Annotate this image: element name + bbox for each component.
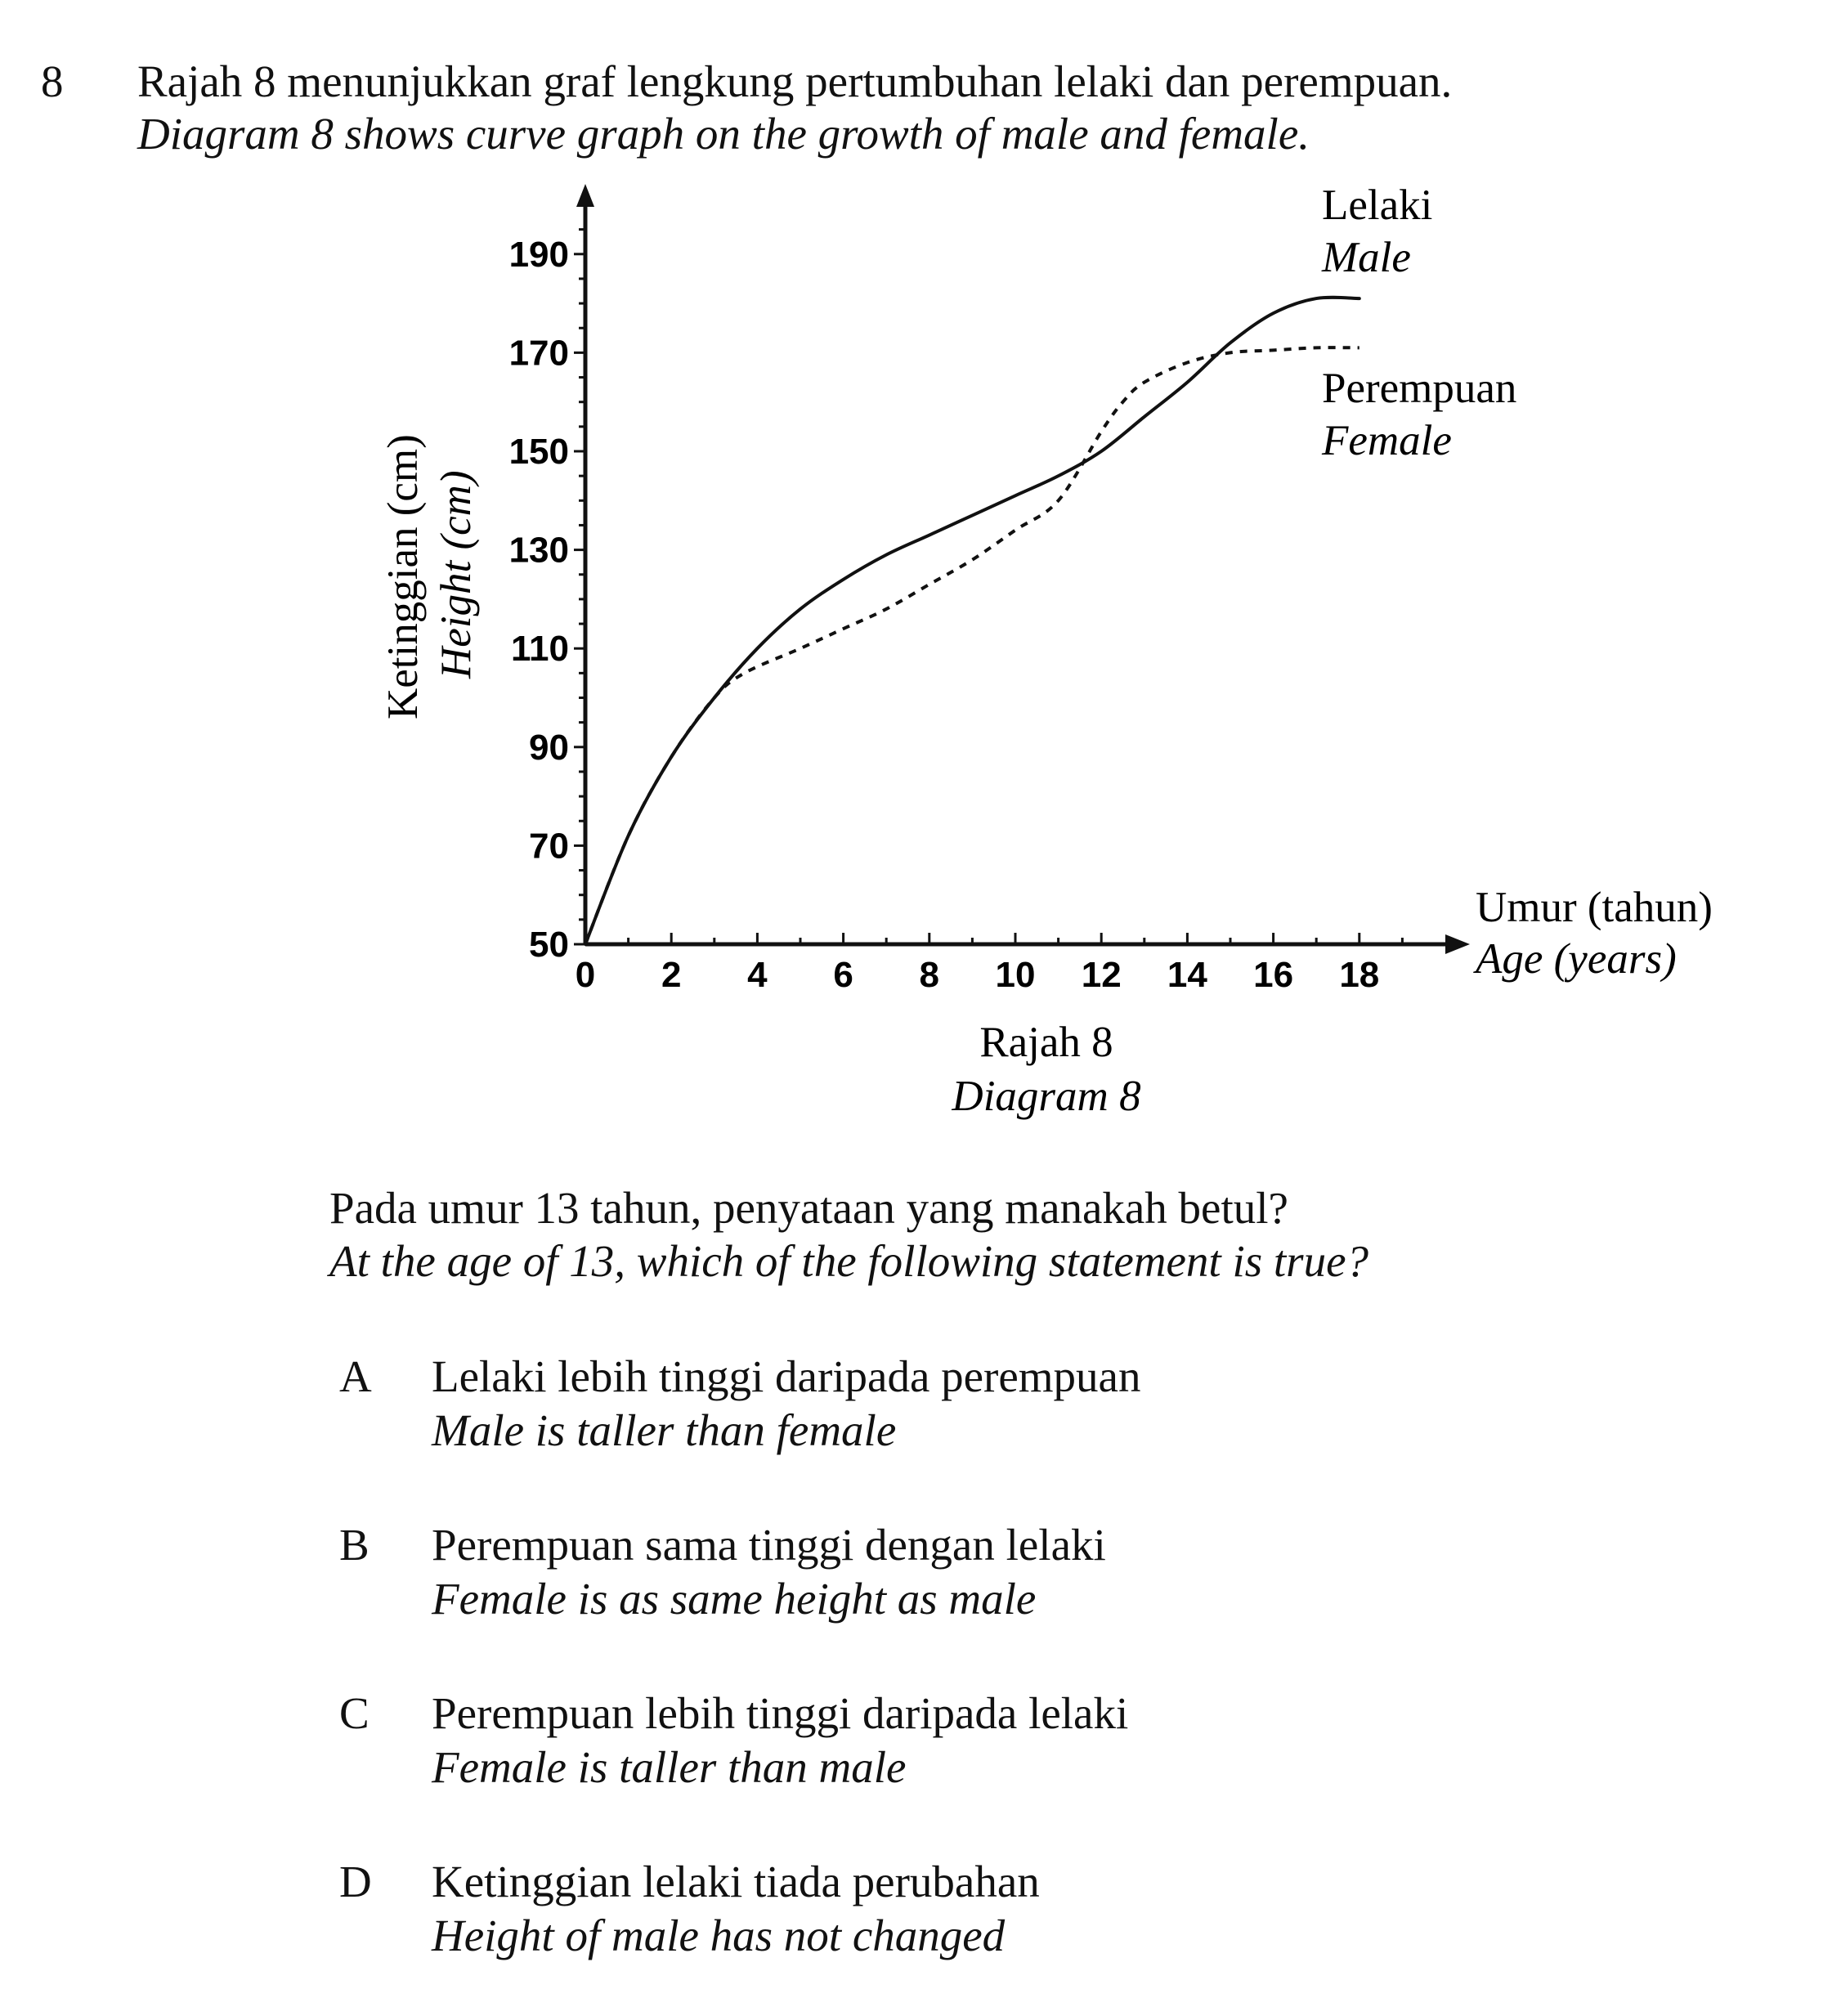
- y-axis-label-english: Height (cm): [432, 470, 480, 679]
- y-tick-label: 150: [509, 432, 569, 472]
- legend-female-malay: Perempuan: [1322, 365, 1516, 412]
- x-tick-label: 6: [833, 955, 853, 995]
- x-tick-label: 12: [1082, 955, 1122, 995]
- option-c-malay[interactable]: Perempuan lebih tinggi daripada lelaki: [432, 1688, 1129, 1738]
- x-tick-label: 10: [996, 955, 1036, 995]
- x-axis-label-malay: Umur (tahun): [1476, 884, 1713, 931]
- option-b-english[interactable]: Female is as same height as male: [432, 1574, 1037, 1624]
- y-tick-label: 110: [511, 629, 569, 669]
- legend-female-english: Female: [1321, 417, 1452, 464]
- x-axis-label-english: Age (years): [1473, 935, 1677, 983]
- option-c-letter[interactable]: C: [339, 1688, 370, 1738]
- x-tick-label: 4: [747, 955, 768, 995]
- chart-series: [584, 295, 1361, 946]
- x-axis-ticks: 0 2 4 6 8 10 12 14 16 18: [576, 933, 1404, 995]
- y-tick-label: 190: [509, 235, 569, 275]
- series-male-line: [584, 295, 1361, 946]
- option-a-english[interactable]: Male is taller than female: [432, 1405, 897, 1455]
- y-tick-label: 90: [529, 728, 569, 768]
- y-tick-label: 70: [529, 826, 569, 866]
- x-tick-label: 8: [920, 955, 939, 995]
- y-axis-label-malay: Ketinggian (cm): [379, 434, 427, 719]
- question-stem-malay: Rajah 8 menunjukkan graf lengkung pertum…: [137, 56, 1453, 106]
- y-tick-label: 50: [529, 925, 569, 965]
- option-d-english[interactable]: Height of male has not changed: [432, 1911, 1006, 1960]
- diagram-caption-english: Diagram 8: [951, 1073, 1140, 1120]
- chart-axes: [576, 184, 1470, 954]
- y-tick-label: 170: [509, 333, 569, 373]
- y-tick-label: 130: [509, 531, 569, 571]
- question-prompt-malay: Pada umur 13 tahun, penyataan yang manak…: [329, 1183, 1288, 1233]
- option-b-malay[interactable]: Perempuan sama tinggi dengan lelaki: [432, 1520, 1106, 1570]
- diagram-caption-malay: Rajah 8: [979, 1019, 1113, 1066]
- option-b-letter[interactable]: B: [339, 1520, 370, 1570]
- y-axis-ticks: 50 70 90 110 130 150 170 190: [509, 228, 585, 965]
- option-c-english[interactable]: Female is taller than male: [432, 1742, 907, 1792]
- option-d-malay[interactable]: Ketinggian lelaki tiada perubahan: [432, 1857, 1040, 1906]
- legend-male-malay: Lelaki: [1322, 181, 1432, 229]
- x-tick-label: 2: [661, 955, 681, 995]
- x-tick-label: 18: [1339, 955, 1379, 995]
- option-a-letter[interactable]: A: [339, 1351, 372, 1401]
- question-number: 8: [41, 56, 64, 106]
- legend-male-english: Male: [1321, 234, 1411, 281]
- option-d-letter[interactable]: D: [339, 1857, 372, 1906]
- question-stem-english: Diagram 8 shows curve graph on the growt…: [137, 109, 1310, 159]
- x-tick-label: 0: [576, 955, 595, 995]
- x-tick-label: 16: [1253, 955, 1293, 995]
- x-tick-label: 14: [1167, 955, 1207, 995]
- x-axis-arrow: [1445, 934, 1470, 954]
- option-a-malay[interactable]: Lelaki lebih tinggi daripada perempuan: [432, 1351, 1141, 1401]
- series-female-line: [584, 346, 1359, 945]
- question-prompt-english: At the age of 13, which of the following…: [329, 1236, 1368, 1286]
- y-axis-arrow: [576, 184, 594, 207]
